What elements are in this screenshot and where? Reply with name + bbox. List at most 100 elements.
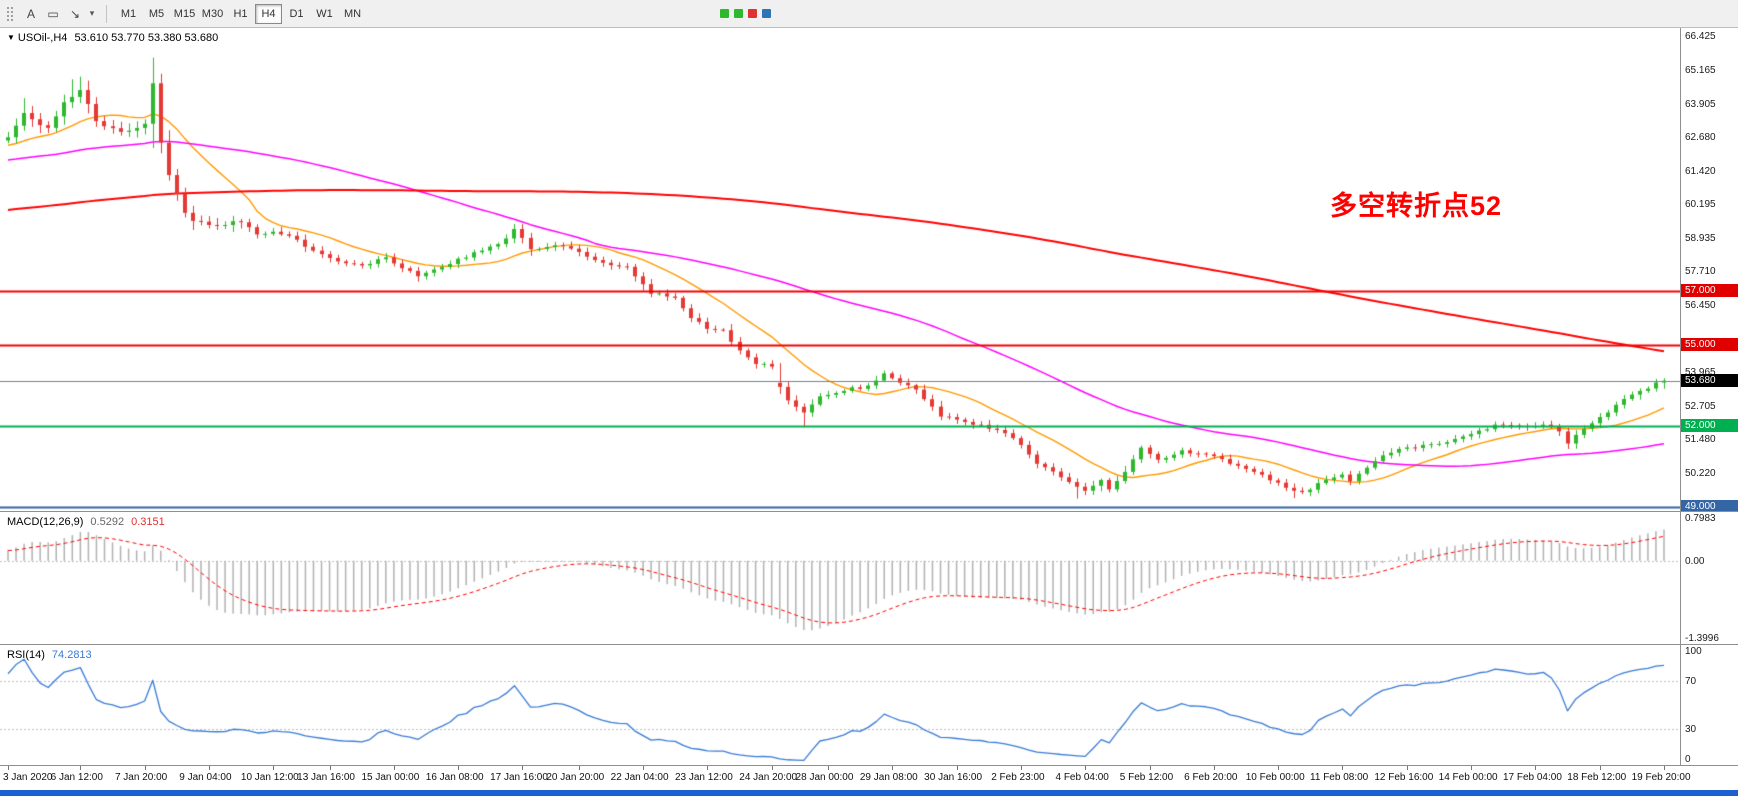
time-axis-label: 17 Feb 04:00 — [1502, 772, 1562, 783]
chart-menu-arrow-icon[interactable]: ▼ — [7, 33, 15, 42]
time-axis-label: 11 Feb 08:00 — [1310, 772, 1369, 783]
time-axis-label: 9 Jan 04:00 — [179, 772, 232, 783]
price-axis-label: 58.935 — [1685, 232, 1716, 244]
rsi-axis-label: 100 — [1685, 646, 1702, 657]
time-axis-label: 20 Jan 20:00 — [546, 772, 605, 783]
price-axis-label: 51.480 — [1685, 434, 1716, 446]
rsi-canvas[interactable] — [0, 645, 1680, 765]
rsi-panel: RSI(14) 74.2813 100 70 30 0 — [0, 645, 1738, 766]
symbol-timeframe-label: USOil-,H4 — [17, 32, 68, 44]
draw-tools-dropdown-icon[interactable]: ▾ — [89, 8, 95, 18]
time-axis-label: 6 Feb 20:00 — [1184, 772, 1238, 783]
timeframe-button-M5[interactable]: M5 — [148, 7, 165, 20]
status-icon-green-2[interactable] — [734, 9, 743, 18]
time-tick — [707, 766, 708, 770]
time-axis-label: 29 Jan 08:00 — [859, 772, 918, 783]
time-axis-label: 30 Jan 16:00 — [924, 772, 982, 783]
rsi-axis-label: 70 — [1685, 676, 1697, 687]
time-axis-label: 4 Feb 04:00 — [1055, 772, 1109, 783]
price-chart-canvas[interactable] — [0, 28, 1680, 511]
price-axis-label: 66.425 — [1685, 30, 1716, 42]
rsi-axis-label: 0 — [1685, 754, 1691, 765]
time-tick — [957, 766, 958, 770]
status-icon-green-1[interactable] — [720, 9, 729, 18]
time-tick — [458, 766, 459, 770]
macd-canvas[interactable] — [0, 512, 1680, 644]
time-tick — [579, 766, 580, 770]
price-axis-label: 56.450 — [1685, 299, 1716, 311]
macd-label: MACD(12,26,9) 0.5292 0.3151 — [7, 516, 165, 528]
label-tool-icon[interactable]: ▭ — [47, 6, 59, 21]
time-tick — [1085, 766, 1086, 770]
time-tick — [892, 766, 893, 770]
time-tick — [330, 766, 331, 770]
time-tick — [828, 766, 829, 770]
time-tick — [1600, 766, 1601, 770]
rsi-axis[interactable]: 100 70 30 0 — [1680, 645, 1738, 765]
time-axis-label: 12 Feb 16:00 — [1374, 772, 1434, 783]
time-axis-label: 22 Jan 04:00 — [610, 772, 669, 783]
toolbar-status-icons — [720, 9, 771, 18]
time-axis-label: 10 Feb 00:00 — [1245, 772, 1305, 783]
timeframe-button-MN[interactable]: MN — [343, 7, 362, 20]
arrow-draw-tool-icon[interactable]: ↘ — [69, 6, 81, 21]
time-axis-label: 10 Jan 12:00 — [240, 772, 299, 783]
price-chart-panel: ▼ USOil-,H4 53.610 53.770 53.380 53.680 多空… — [0, 28, 1738, 512]
macd-name: MACD(12,26,9) — [7, 516, 84, 528]
price-axis-label: 57.710 — [1685, 265, 1716, 277]
time-axis-label: 7 Jan 20:00 — [114, 772, 168, 783]
timeframe-button-M1[interactable]: M1 — [120, 7, 137, 20]
time-tick — [1214, 766, 1215, 770]
time-tick — [1407, 766, 1408, 770]
rsi-label: RSI(14) 74.2813 — [7, 649, 92, 661]
price-axis-label: 61.420 — [1685, 165, 1716, 177]
macd-axis-label: 0.00 — [1685, 555, 1705, 567]
time-axis-label: 13 Jan 16:00 — [297, 772, 355, 783]
time-axis-label: 18 Feb 12:00 — [1567, 772, 1627, 783]
timeframe-button-H4[interactable]: H4 — [255, 3, 282, 24]
chart-window: ▼ USOil-,H4 53.610 53.770 53.380 53.680 多空… — [0, 28, 1738, 796]
timeframe-button-W1[interactable]: W1 — [316, 7, 333, 20]
time-axis-label: 23 Jan 12:00 — [674, 772, 733, 783]
rsi-name: RSI(14) — [7, 649, 45, 661]
time-axis-label: 14 Feb 00:00 — [1438, 772, 1498, 783]
time-axis-label: 17 Jan 16:00 — [490, 772, 548, 783]
time-tick — [643, 766, 644, 770]
time-axis[interactable]: 3 Jan 2020 6 Jan 12:00 7 Jan 20:00 9 Jan 04… — [0, 766, 1738, 790]
status-icon-red[interactable] — [748, 9, 757, 18]
price-badge-53.680: 53.680 — [1681, 373, 1738, 387]
price-axis[interactable]: 66.425 65.165 63.905 62.680 61.420 60.195 58.9… — [1680, 28, 1738, 511]
time-tick — [1342, 766, 1343, 770]
time-tick — [1150, 766, 1151, 770]
price-axis-label: 60.195 — [1685, 198, 1716, 210]
text-tool-icon[interactable]: A — [26, 6, 35, 21]
time-tick — [8, 766, 9, 770]
macd-axis-label: 0.7983 — [1685, 513, 1716, 524]
timeframe-button-D1[interactable]: D1 — [289, 7, 304, 20]
price-axis-label: 63.905 — [1685, 98, 1716, 110]
timeframe-button-M30[interactable]: M30 — [201, 7, 224, 20]
status-icon-blue[interactable] — [762, 9, 771, 18]
time-axis-label: 2 Feb 23:00 — [991, 772, 1045, 783]
timeframe-toolbar: M1 M5 M15 M30 H1 H4 D1 W1 MN — [115, 3, 366, 24]
time-tick — [522, 766, 523, 770]
time-tick — [394, 766, 395, 770]
macd-main-value: 0.5292 — [90, 516, 125, 528]
price-axis-label: 62.680 — [1685, 131, 1716, 143]
macd-panel: MACD(12,26,9) 0.5292 0.3151 0.7983 0.00 -1.3… — [0, 512, 1738, 645]
time-tick — [1471, 766, 1472, 770]
rsi-value: 74.2813 — [51, 649, 92, 661]
time-tick — [273, 766, 274, 770]
timeframe-button-H1[interactable]: H1 — [233, 7, 248, 20]
time-tick — [80, 766, 81, 770]
chart-annotation-text[interactable]: 多空转折点52 — [1330, 191, 1503, 221]
chart-title: ▼ USOil-,H4 53.610 53.770 53.380 53.680 — [7, 32, 218, 44]
price-axis-label: 50.220 — [1685, 468, 1716, 480]
rsi-axis-label: 30 — [1685, 724, 1697, 735]
toolbar-drag-handle[interactable] — [5, 4, 14, 23]
timeframe-button-M15[interactable]: M15 — [173, 7, 196, 20]
time-axis-label: 5 Feb 12:00 — [1119, 772, 1174, 783]
macd-axis[interactable]: 0.7983 0.00 -1.3996 — [1680, 512, 1738, 644]
time-tick — [209, 766, 210, 770]
time-tick — [772, 766, 773, 770]
